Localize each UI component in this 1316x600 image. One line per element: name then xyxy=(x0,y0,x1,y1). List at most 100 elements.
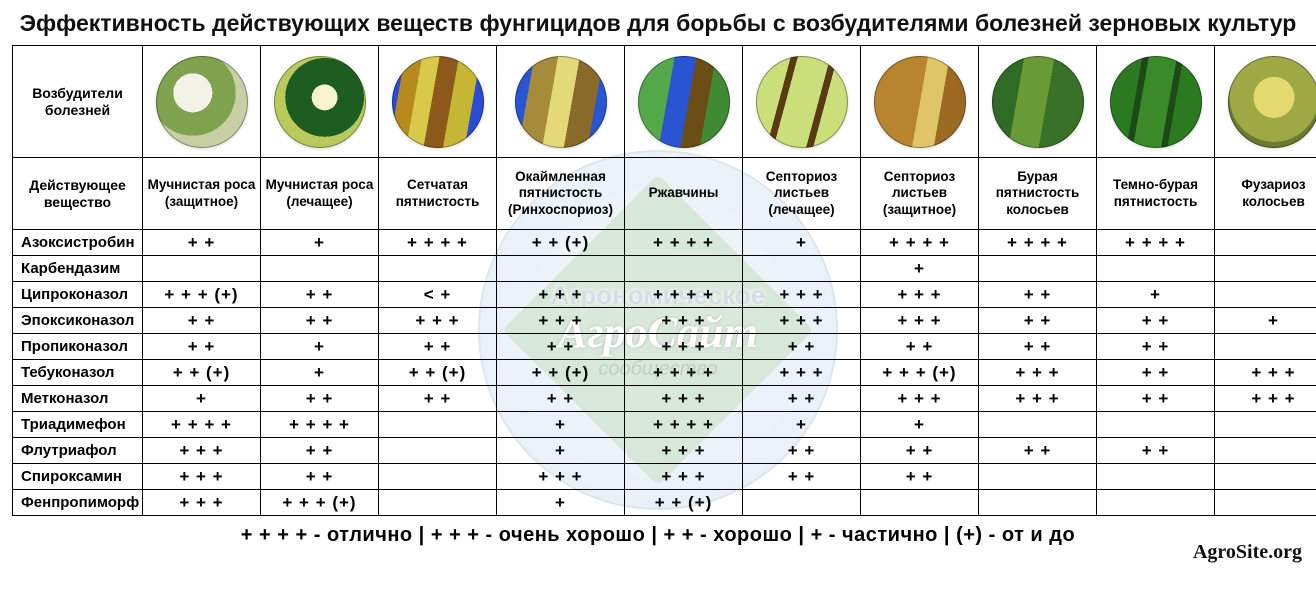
efficacy-cell: + + + xyxy=(497,464,625,490)
efficacy-cell: + + + xyxy=(743,360,861,386)
substance-name: Азоксистробин xyxy=(13,230,143,256)
disease-image-1 xyxy=(143,46,261,158)
table-row: Тебуконазол+ + (+)++ + (+)+ + (+)+ + + +… xyxy=(13,360,1316,386)
efficacy-cell: + + + xyxy=(143,490,261,516)
efficacy-cell: + + xyxy=(497,386,625,412)
efficacy-cell xyxy=(861,490,979,516)
efficacy-cell xyxy=(379,464,497,490)
efficacy-cell xyxy=(979,412,1097,438)
efficacy-cell: + + + + xyxy=(625,230,743,256)
efficacy-cell xyxy=(1215,464,1316,490)
efficacy-cell xyxy=(1097,490,1215,516)
efficacy-cell xyxy=(1097,256,1215,282)
efficacy-cell xyxy=(979,464,1097,490)
substance-name: Флутриафол xyxy=(13,438,143,464)
efficacy-cell: + + xyxy=(979,438,1097,464)
efficacy-cell xyxy=(979,490,1097,516)
disease-disc-icon xyxy=(756,56,848,148)
efficacy-cell: + + xyxy=(979,334,1097,360)
efficacy-cell: + + + xyxy=(743,282,861,308)
efficacy-cell: + + + + xyxy=(625,282,743,308)
disease-image-4 xyxy=(497,46,625,158)
efficacy-cell xyxy=(143,256,261,282)
efficacy-cell: + + xyxy=(1097,386,1215,412)
efficacy-cell: + + + xyxy=(143,438,261,464)
disease-disc-icon xyxy=(1110,56,1202,148)
disease-image-6 xyxy=(743,46,861,158)
efficacy-cell xyxy=(625,256,743,282)
disease-image-5 xyxy=(625,46,743,158)
efficacy-cell: + + + xyxy=(743,308,861,334)
efficacy-cell xyxy=(1215,256,1316,282)
efficacy-cell: + + xyxy=(1097,334,1215,360)
efficacy-cell: + xyxy=(1097,282,1215,308)
efficacy-cell: + + + + xyxy=(861,230,979,256)
efficacy-cell: + + + xyxy=(625,386,743,412)
efficacy-cell: + xyxy=(743,412,861,438)
efficacy-cell: + + xyxy=(261,464,379,490)
disease-disc-icon xyxy=(1228,56,1316,148)
efficacy-cell: + + + xyxy=(1215,386,1316,412)
efficacy-cell xyxy=(497,256,625,282)
efficacy-cell: < + xyxy=(379,282,497,308)
efficacy-cell: + xyxy=(743,230,861,256)
efficacy-cell: + + + xyxy=(861,386,979,412)
disease-disc-icon xyxy=(156,56,248,148)
legend: + + + + - отлично | + + + - очень хорошо… xyxy=(12,524,1304,547)
table-row: Метконазол++ ++ ++ ++ + ++ ++ + ++ + ++ … xyxy=(13,386,1316,412)
efficacy-cell: + + xyxy=(743,334,861,360)
efficacy-cell: + + + xyxy=(625,308,743,334)
efficacy-cell: + + + (+) xyxy=(861,360,979,386)
table-row: Ципроконазол+ + + (+)+ +< ++ + ++ + + ++… xyxy=(13,282,1316,308)
disease-label-2: Мучнистая роса(лечащее) xyxy=(261,158,379,230)
header-pathogens-label: Возбудителиболезней xyxy=(32,85,123,118)
efficacy-cell: + + xyxy=(261,308,379,334)
efficacy-cell: + + xyxy=(1097,308,1215,334)
efficacy-cell xyxy=(379,256,497,282)
efficacy-cell: + + xyxy=(261,386,379,412)
header-substance-label: Действующеевещество xyxy=(29,177,126,210)
efficacy-cell: + + xyxy=(979,282,1097,308)
substance-name: Метконазол xyxy=(13,386,143,412)
disease-image-7 xyxy=(861,46,979,158)
efficacy-cell: + + xyxy=(261,282,379,308)
table-row: Карбендазим+ xyxy=(13,256,1316,282)
efficacy-cell: + + xyxy=(143,308,261,334)
efficacy-cell: + + + xyxy=(625,438,743,464)
efficacy-cell xyxy=(379,490,497,516)
disease-image-9 xyxy=(1097,46,1215,158)
efficacy-cell: + + + xyxy=(861,308,979,334)
page: Эффективность действующих веществ фунгиц… xyxy=(0,0,1316,547)
efficacy-cell: + + xyxy=(1097,438,1215,464)
efficacy-cell xyxy=(1097,412,1215,438)
efficacy-cell: + + xyxy=(261,438,379,464)
substance-name: Тебуконазол xyxy=(13,360,143,386)
efficacy-cell: + xyxy=(497,438,625,464)
efficacy-cell: + + + (+) xyxy=(261,490,379,516)
disease-label-8: Бураяпятнистостьколосьев xyxy=(979,158,1097,230)
header-pathogens: Возбудителиболезней xyxy=(13,46,143,158)
efficacy-cell: + + xyxy=(861,334,979,360)
disease-label-1: Мучнистая роса(защитное) xyxy=(143,158,261,230)
table-row: Триадимефон+ + + ++ + + +++ + + +++ xyxy=(13,412,1316,438)
efficacy-cell: + + + xyxy=(1215,360,1316,386)
disease-disc-icon xyxy=(638,56,730,148)
table-row: Фенпропиморф+ + ++ + + (+)++ + (+) xyxy=(13,490,1316,516)
efficacy-cell xyxy=(1215,230,1316,256)
efficacy-cell: + + xyxy=(143,230,261,256)
efficacy-cell: + xyxy=(261,360,379,386)
efficacy-cell: + + + + xyxy=(261,412,379,438)
table-row: Азоксистробин+ +++ + + ++ + (+)+ + + +++… xyxy=(13,230,1316,256)
disease-disc-icon xyxy=(392,56,484,148)
efficacy-cell xyxy=(379,438,497,464)
substance-name: Эпоксиконазол xyxy=(13,308,143,334)
efficacy-cell: + + + xyxy=(143,464,261,490)
efficacy-cell xyxy=(743,256,861,282)
efficacy-cell: + + xyxy=(979,308,1097,334)
efficacy-cell: + + + + xyxy=(143,412,261,438)
efficacy-cell: + + + xyxy=(497,308,625,334)
substance-name: Спироксамин xyxy=(13,464,143,490)
efficacy-cell: + + (+) xyxy=(497,360,625,386)
disease-image-2 xyxy=(261,46,379,158)
efficacy-cell: + xyxy=(497,490,625,516)
